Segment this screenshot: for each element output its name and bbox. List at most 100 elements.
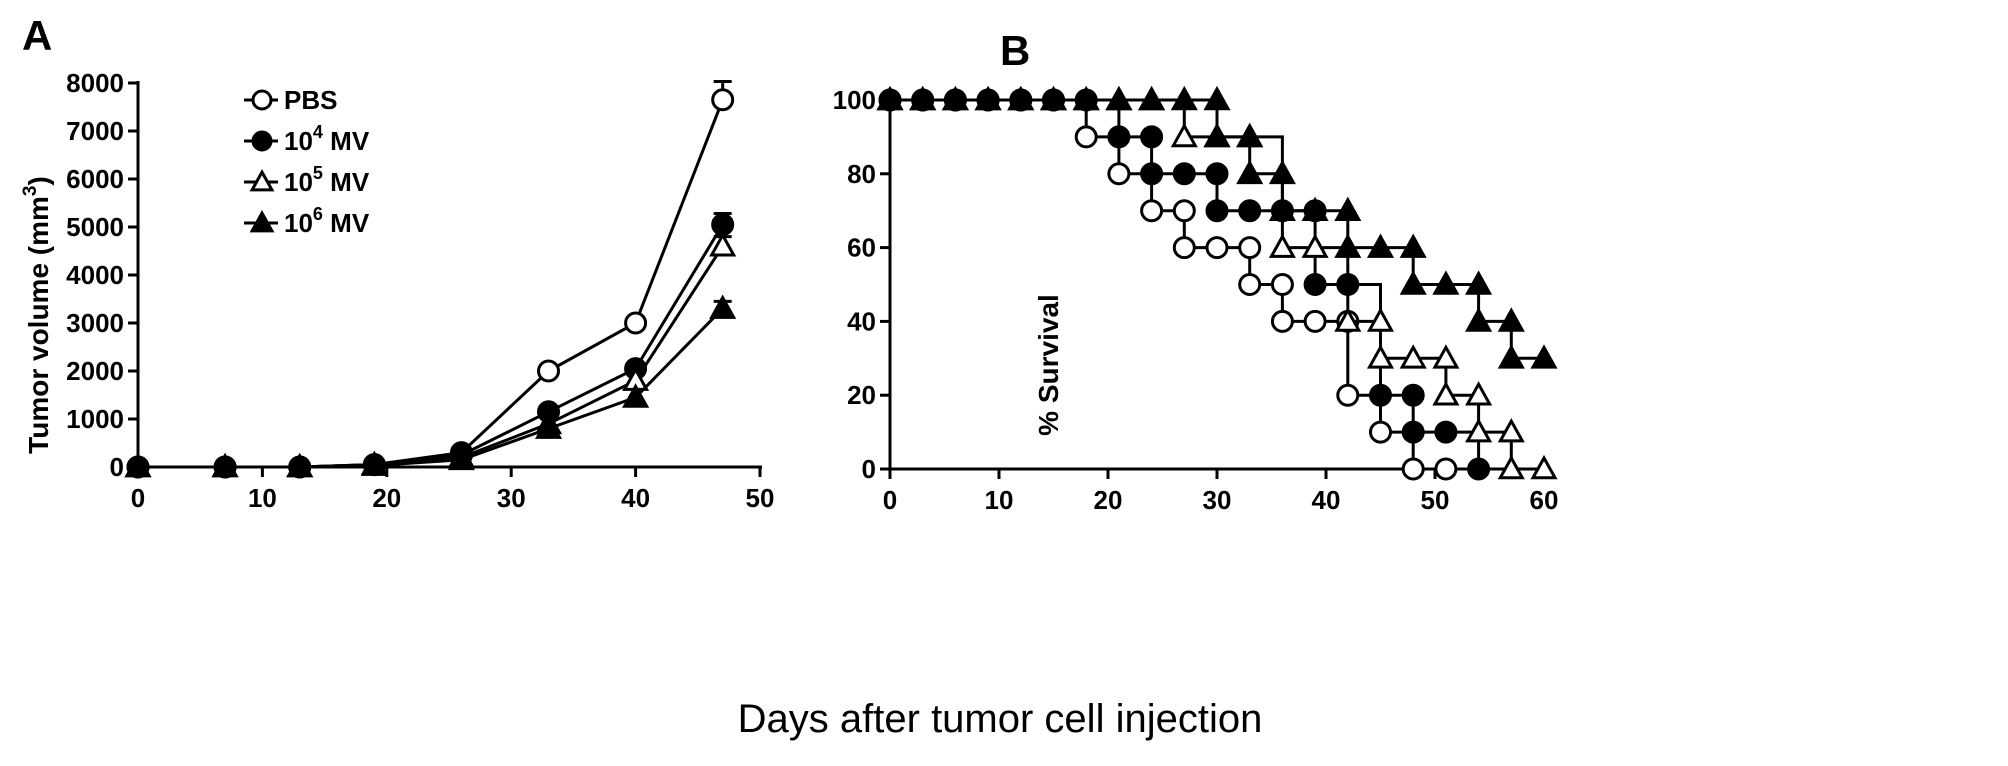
panel-b-data-point: [1107, 162, 1131, 186]
panel-a-legend-label-superscript: 6: [313, 204, 323, 224]
panel-b-data-point: [1467, 457, 1491, 481]
panel-b-data-point: [1105, 85, 1133, 111]
panel-b-data-point: [1140, 199, 1164, 223]
panel-b-x-tick-label: 40: [1312, 485, 1341, 515]
panel-a-x-tick-label: 10: [248, 483, 277, 513]
panel-a-y-tick-label: 8000: [66, 68, 124, 98]
panel-b-data-point: [1432, 344, 1460, 369]
panel-b-data-point: [1140, 125, 1164, 149]
panel-a-y-tick-label: 3000: [66, 308, 124, 338]
panel-b-series: [876, 85, 1558, 481]
panel-a-y-axis-title-superscript: 3: [20, 186, 41, 197]
panel-b-series-10-4-mv: [878, 88, 1491, 481]
panel-a-x-tick-label: 20: [372, 483, 401, 513]
panel-a-legend-label-base: 10: [284, 167, 313, 197]
panel-b-data-point: [1140, 162, 1164, 186]
panel-a-series-pbs: [126, 80, 735, 479]
panel-b-data-point: [1301, 233, 1329, 258]
panel-b-data-point: [1301, 196, 1329, 221]
panel-b-data-point: [1401, 420, 1425, 444]
panel-b-data-point: [1369, 420, 1392, 444]
panel-a-y-axis-title-text: Tumor volume (mm: [23, 196, 54, 454]
panel-a-data-point: [124, 452, 152, 478]
panel-b-data-point: [1366, 344, 1395, 369]
panel-b-data-point: [1334, 307, 1362, 332]
panel-b-data-point: [1401, 383, 1425, 407]
panel-a-legend-label-base: PBS: [284, 85, 337, 115]
panel-a-legend-entry-pbs: PBS: [244, 85, 337, 115]
panel-b-data-point: [1434, 420, 1458, 444]
panel-a-data-point: [360, 451, 388, 476]
panel-b-data-point: [941, 85, 969, 111]
panel-b-x-tick-label: 50: [1421, 485, 1450, 515]
panel-a-data-point: [537, 359, 561, 383]
panel-b-data-point: [1205, 199, 1229, 223]
panel-b-data-point: [1530, 344, 1558, 369]
panel-b-data-point: [1170, 122, 1198, 148]
panel-b-data-point: [1172, 162, 1196, 186]
panel-b-data-point: [1334, 196, 1362, 221]
shared-x-axis-title: Days after tumor cell injection: [738, 697, 1263, 741]
panel-a-series-line: [138, 223, 724, 469]
panel-a-y-axis-title: Tumor volume (mm3): [20, 176, 54, 454]
panel-a-legend-entry-10-4-mv: 104 MV: [244, 122, 370, 156]
panel-a-data-point: [711, 213, 735, 237]
panel-b-data-point: [1497, 307, 1525, 332]
panel-b-data-point: [1268, 233, 1296, 258]
panel-b-data-point: [1465, 418, 1493, 443]
panel-b-data-point: [1465, 270, 1493, 295]
panel-b-data-point: [1205, 162, 1229, 186]
panel-a-legend-marker: [249, 169, 275, 192]
panel-a-legend-label: 106 MV: [284, 204, 370, 238]
panel-a-y-tick-label: 5000: [66, 212, 124, 242]
panel-a-legend-label-superscript: 5: [313, 163, 323, 183]
panel-a-y-tick-label: 6000: [66, 164, 124, 194]
panel-b-data-point: [1007, 85, 1035, 111]
panel-b-data-point: [1172, 236, 1196, 260]
panel-b-data-point: [1238, 273, 1262, 296]
panel-b-x-tick-label: 60: [1530, 485, 1559, 515]
panel-b-y-tick-label: 60: [847, 233, 876, 263]
panel-b-series-10-6-mv: [876, 85, 1558, 369]
panel-a-series-10-4-mv: [126, 212, 735, 479]
panel-a-tick-labels: 0 10 20 30 40 50 0 1000 2000 3000 4000 5000 6000 7000…: [66, 68, 774, 513]
panel-b-data-point: [1107, 125, 1131, 149]
panel-b-data-point: [1366, 233, 1395, 258]
panel-b-data-point: [1172, 199, 1196, 223]
panel-a-legend-label-tail: MV: [323, 126, 370, 156]
panel-a-data-point: [286, 452, 314, 478]
panel-b-data-point: [1074, 125, 1098, 149]
panel-b-data-point: [1497, 344, 1525, 369]
panel-b-data-point: [1399, 270, 1427, 295]
panel-b-label: B: [1000, 27, 1030, 74]
panel-a-legend-label: 105 MV: [284, 163, 370, 197]
panel-b-y-tick-label: 100: [833, 85, 876, 115]
panel-b-data-point: [1465, 381, 1493, 406]
panel-b-y-tick-label: 40: [847, 306, 876, 336]
panel-b-survival-chart: B 0 10 20 30 40 50 60 0 20 40 60 80 100 % Survival: [833, 27, 1559, 515]
panel-b-data-point: [1530, 454, 1558, 480]
panel-a-series: [124, 80, 737, 479]
panel-a-x-tick-label: 0: [131, 483, 145, 513]
panel-b-data-point: [1432, 270, 1460, 295]
panel-b-data-point: [1039, 85, 1068, 111]
panel-a-y-tick-label: 7000: [66, 116, 124, 146]
panel-b-step-line: [890, 98, 1544, 360]
panel-b-data-point: [1238, 199, 1262, 223]
panel-b-data-point: [1268, 196, 1296, 221]
panel-b-x-tick-label: 30: [1203, 485, 1232, 515]
panel-a-y-tick-label: 0: [110, 452, 124, 482]
panel-b-x-tick-label: 10: [985, 485, 1014, 515]
panel-b-data-point: [1236, 159, 1264, 185]
panel-a-y-tick-label: 2000: [66, 356, 124, 386]
panel-a-legend-entry-10-6-mv: 106 MV: [244, 204, 370, 238]
panel-a-data-point: [211, 452, 239, 478]
panel-b-data-point: [1203, 122, 1231, 148]
panel-a-legend-marker: [251, 130, 273, 152]
panel-b-data-point: [1399, 233, 1427, 258]
panel-a-series-line: [138, 245, 724, 469]
panel-a-legend-marker: [251, 89, 273, 111]
panel-a-legend-entry-10-5-mv: 105 MV: [244, 163, 370, 197]
